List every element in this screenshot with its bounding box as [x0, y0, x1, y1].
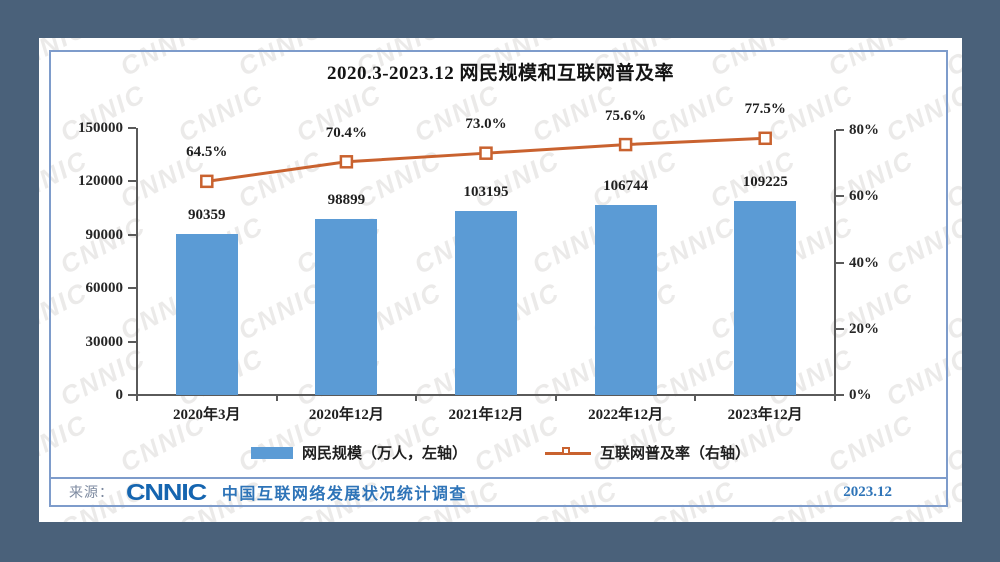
chart-title: 2020.3-2023.12 网民规模和互联网普及率: [326, 63, 675, 84]
y-axis-left-tick-label: 150000: [78, 120, 123, 136]
y-axis-right-tick-label: 40%: [849, 254, 879, 271]
bar: [455, 211, 517, 395]
y-axis-left-tick-label: 30000: [85, 333, 124, 350]
legend-label-line: 互联网普及率（右轴）: [600, 446, 751, 462]
x-axis-category-label: 2022年12月: [588, 407, 664, 423]
line-data-label: 77.5%: [744, 101, 786, 118]
bar-data-label: 103195: [463, 184, 509, 201]
source-label: 来源：: [69, 486, 114, 501]
y-axis-right-tick-label: 60%: [849, 188, 879, 205]
legend-label-bar: 网民规模（万人，左轴）: [301, 446, 467, 462]
legend: 网民规模（万人，左轴） 互联网普及率（右轴）: [39, 442, 962, 463]
cnnic-logo: CNNIC: [126, 478, 207, 505]
report-date: 2023.12: [843, 483, 892, 500]
x-axis-tick: [415, 395, 418, 401]
x-axis-category-label: 2020年12月: [308, 407, 384, 423]
bar-data-label: 90359: [188, 207, 226, 224]
bar-data-label: 98899: [327, 191, 366, 208]
y-axis-left-tick-label: 0: [115, 387, 124, 403]
bar: [734, 200, 797, 395]
x-axis-category-label: 2020年3月: [173, 407, 241, 423]
legend-item-bar: 网民规模（万人，左轴）: [250, 442, 467, 463]
x-axis-tick: [694, 395, 697, 401]
y-axis-right-tick-label: 0%: [849, 387, 872, 403]
x-axis-tick: [554, 395, 557, 401]
line-point-marker: [618, 137, 633, 152]
bar-data-label: 106744: [603, 177, 649, 194]
bar-data-label: 109225: [742, 173, 788, 190]
line-point-marker: [200, 174, 214, 189]
line-data-label: 75.6%: [604, 107, 647, 124]
x-axis: [136, 394, 836, 396]
y-axis-right-tick-label: 20%: [849, 320, 879, 337]
x-axis-tick: [834, 395, 836, 401]
chart-content: 2020.3-2023.12 网民规模和互联网普及率 0 30000 60000 90…: [39, 38, 962, 522]
bar: [175, 234, 238, 395]
y-axis-right-tick: [836, 327, 844, 330]
y-axis-left-tick: [128, 287, 136, 290]
line-point-marker: [479, 146, 493, 160]
line-point-marker: [339, 155, 354, 169]
y-axis-left-tick: [128, 394, 136, 396]
y-axis-left-tick: [128, 233, 136, 236]
x-axis-tick: [136, 395, 138, 401]
x-axis-category-label: 2023年12月: [727, 407, 803, 423]
y-axis-left-tick-label: 90000: [85, 226, 124, 243]
x-axis-tick: [275, 395, 278, 401]
bar: [315, 218, 378, 395]
y-axis-right-tick-label: 80%: [849, 122, 879, 138]
y-axis-left-tick: [128, 127, 136, 129]
chart-card: CNNIC CNNIC CNNIC CNNIC CNNIC CNNIC CNNIC CNNIC…: [39, 38, 962, 522]
line-data-label: 64.5%: [186, 144, 228, 161]
penetration-line: [200, 131, 772, 189]
y-axis-right-tick: [836, 195, 844, 198]
y-axis-left-tick: [128, 340, 136, 343]
y-axis-left-tick-label: 120000: [78, 173, 123, 190]
bar-series-swatch: [250, 446, 293, 459]
bar: [594, 204, 657, 395]
y-axis-left: [136, 128, 138, 395]
line-series-swatch: [545, 446, 591, 460]
line-point-marker: [758, 131, 772, 146]
y-axis-right-tick: [836, 261, 844, 264]
source-footer: 来源： CNNIC 中国互联网络发展状况统计调查 2023.12: [51, 477, 946, 505]
y-axis-right-tick: [836, 394, 844, 396]
y-axis-left-tick-label: 60000: [85, 280, 124, 297]
y-axis-right: [834, 130, 836, 395]
survey-name: 中国互联网络发展状况统计调查: [221, 486, 467, 503]
x-axis-category-label: 2021年12月: [448, 407, 524, 423]
line-marker-icon: [562, 446, 570, 455]
y-axis-left-tick: [128, 180, 136, 183]
legend-item-line: 互联网普及率（右轴）: [545, 442, 750, 463]
line-data-label: 70.4%: [325, 124, 368, 141]
y-axis-right-tick: [836, 129, 844, 131]
line-data-label: 73.0%: [465, 116, 507, 133]
